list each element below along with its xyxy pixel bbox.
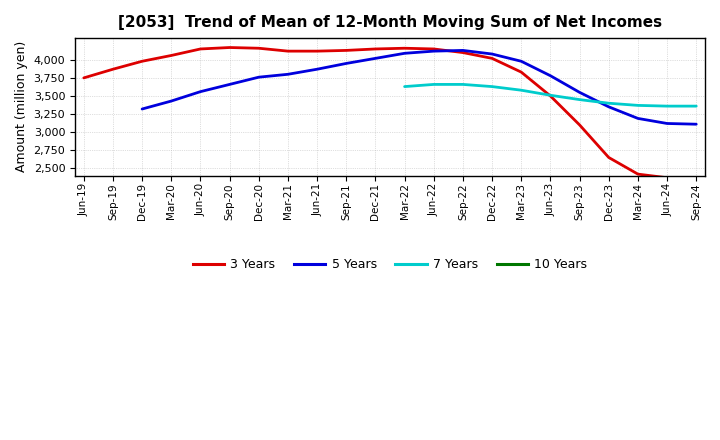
5 Years xyxy=(167,99,176,104)
3 Years xyxy=(225,45,234,50)
Y-axis label: Amount (million yen): Amount (million yen) xyxy=(15,41,28,172)
3 Years xyxy=(575,122,584,128)
3 Years xyxy=(342,48,351,53)
7 Years xyxy=(634,103,642,108)
7 Years xyxy=(604,101,613,106)
7 Years xyxy=(546,93,554,98)
5 Years xyxy=(575,90,584,95)
7 Years xyxy=(692,103,701,109)
7 Years xyxy=(517,88,526,93)
5 Years xyxy=(400,51,409,56)
3 Years xyxy=(109,66,117,72)
3 Years xyxy=(546,93,554,99)
3 Years xyxy=(312,48,321,54)
5 Years xyxy=(546,73,554,78)
3 Years xyxy=(400,46,409,51)
5 Years xyxy=(225,82,234,87)
5 Years xyxy=(312,66,321,72)
3 Years xyxy=(429,46,438,51)
3 Years xyxy=(254,46,263,51)
7 Years xyxy=(575,97,584,102)
3 Years xyxy=(371,46,379,51)
7 Years xyxy=(487,84,496,89)
7 Years xyxy=(400,84,409,89)
5 Years xyxy=(634,116,642,121)
Title: [2053]  Trend of Mean of 12-Month Moving Sum of Net Incomes: [2053] Trend of Mean of 12-Month Moving … xyxy=(118,15,662,30)
3 Years xyxy=(634,172,642,177)
5 Years xyxy=(692,121,701,127)
5 Years xyxy=(284,72,292,77)
5 Years xyxy=(196,89,204,94)
3 Years xyxy=(196,46,204,51)
7 Years xyxy=(429,82,438,87)
3 Years xyxy=(487,56,496,61)
5 Years xyxy=(371,56,379,61)
5 Years xyxy=(138,106,146,112)
Legend: 3 Years, 5 Years, 7 Years, 10 Years: 3 Years, 5 Years, 7 Years, 10 Years xyxy=(188,253,593,276)
3 Years xyxy=(167,53,176,58)
3 Years xyxy=(138,59,146,64)
5 Years xyxy=(342,61,351,66)
7 Years xyxy=(459,82,467,87)
5 Years xyxy=(254,74,263,80)
3 Years xyxy=(604,155,613,160)
Line: 3 Years: 3 Years xyxy=(84,48,696,179)
5 Years xyxy=(663,121,672,126)
7 Years xyxy=(663,103,672,109)
3 Years xyxy=(79,75,88,81)
3 Years xyxy=(663,175,672,180)
3 Years xyxy=(459,50,467,55)
3 Years xyxy=(284,48,292,54)
Line: 7 Years: 7 Years xyxy=(405,84,696,106)
5 Years xyxy=(429,48,438,54)
5 Years xyxy=(459,48,467,53)
5 Years xyxy=(487,51,496,57)
3 Years xyxy=(517,70,526,75)
3 Years xyxy=(692,176,701,181)
5 Years xyxy=(604,104,613,110)
5 Years xyxy=(517,59,526,64)
Line: 5 Years: 5 Years xyxy=(142,51,696,124)
